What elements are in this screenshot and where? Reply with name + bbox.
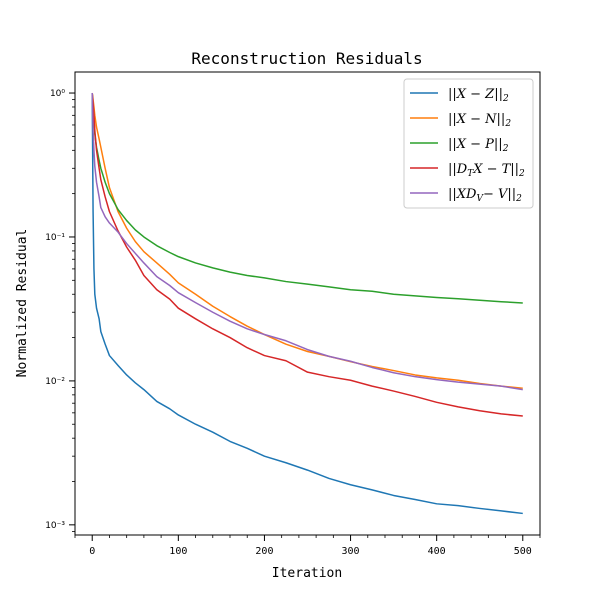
legend-box	[403, 78, 534, 209]
y-tick-label: 10⁻²	[45, 377, 65, 387]
series-line-2	[91, 92, 523, 389]
series-line-3	[91, 92, 523, 304]
y-tick-label: 10⁻¹	[45, 233, 65, 243]
legend-label: ||X − N||2	[448, 112, 511, 129]
y-tick-label: 10⁰	[50, 89, 65, 99]
legend-label: ||X − P||2	[448, 137, 509, 154]
x-tick-label: 400	[428, 546, 446, 557]
legend-label: ||X − Z||2	[448, 87, 509, 104]
x-tick-label: 500	[514, 546, 532, 557]
legend-label: ||XDV− V||2	[448, 187, 522, 204]
x-tick-label: 0	[89, 546, 95, 557]
chart-title: Reconstruction Residuals	[191, 49, 422, 68]
x-axis-label: Iteration	[272, 566, 342, 581]
y-tick-label: 10⁻³	[45, 521, 65, 531]
legend-label: ||DTX − T||2	[448, 162, 525, 179]
y-axis-label: Normalized Residual	[15, 229, 30, 378]
legend: ||X − Z||2 ||X − N||2 ||X − P||2 ||DTX − T|…	[403, 78, 534, 209]
series-line-5	[91, 93, 523, 391]
x-tick-label: 100	[169, 546, 187, 557]
plot-area: 0 100 200 300 400 500 10⁻³ 10⁻² 10⁻¹ 10⁰	[45, 71, 541, 557]
plot-frame	[74, 71, 541, 536]
x-tick-label: 200	[255, 546, 273, 557]
x-tick-label: 300	[342, 546, 360, 557]
series-line-4	[91, 92, 523, 417]
series-line-1	[91, 93, 523, 515]
